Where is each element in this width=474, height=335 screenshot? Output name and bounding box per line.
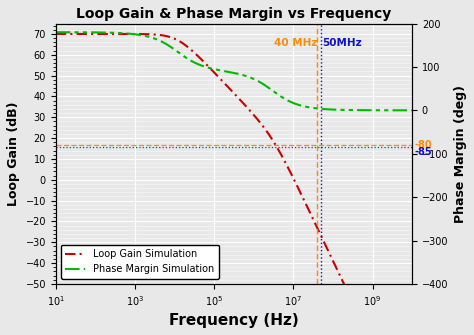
Legend: Loop Gain Simulation, Phase Margin Simulation: Loop Gain Simulation, Phase Margin Simul… [61,245,219,279]
Text: -85: -85 [415,147,432,157]
Y-axis label: Loop Gain (dB): Loop Gain (dB) [7,102,20,206]
X-axis label: Frequency (Hz): Frequency (Hz) [169,313,299,328]
Y-axis label: Phase Margin (deg): Phase Margin (deg) [454,85,467,223]
Title: Loop Gain & Phase Margin vs Frequency: Loop Gain & Phase Margin vs Frequency [76,7,392,21]
Text: 50MHz: 50MHz [323,38,363,48]
Text: -80: -80 [415,140,432,150]
Text: 40 MHz: 40 MHz [273,38,317,48]
